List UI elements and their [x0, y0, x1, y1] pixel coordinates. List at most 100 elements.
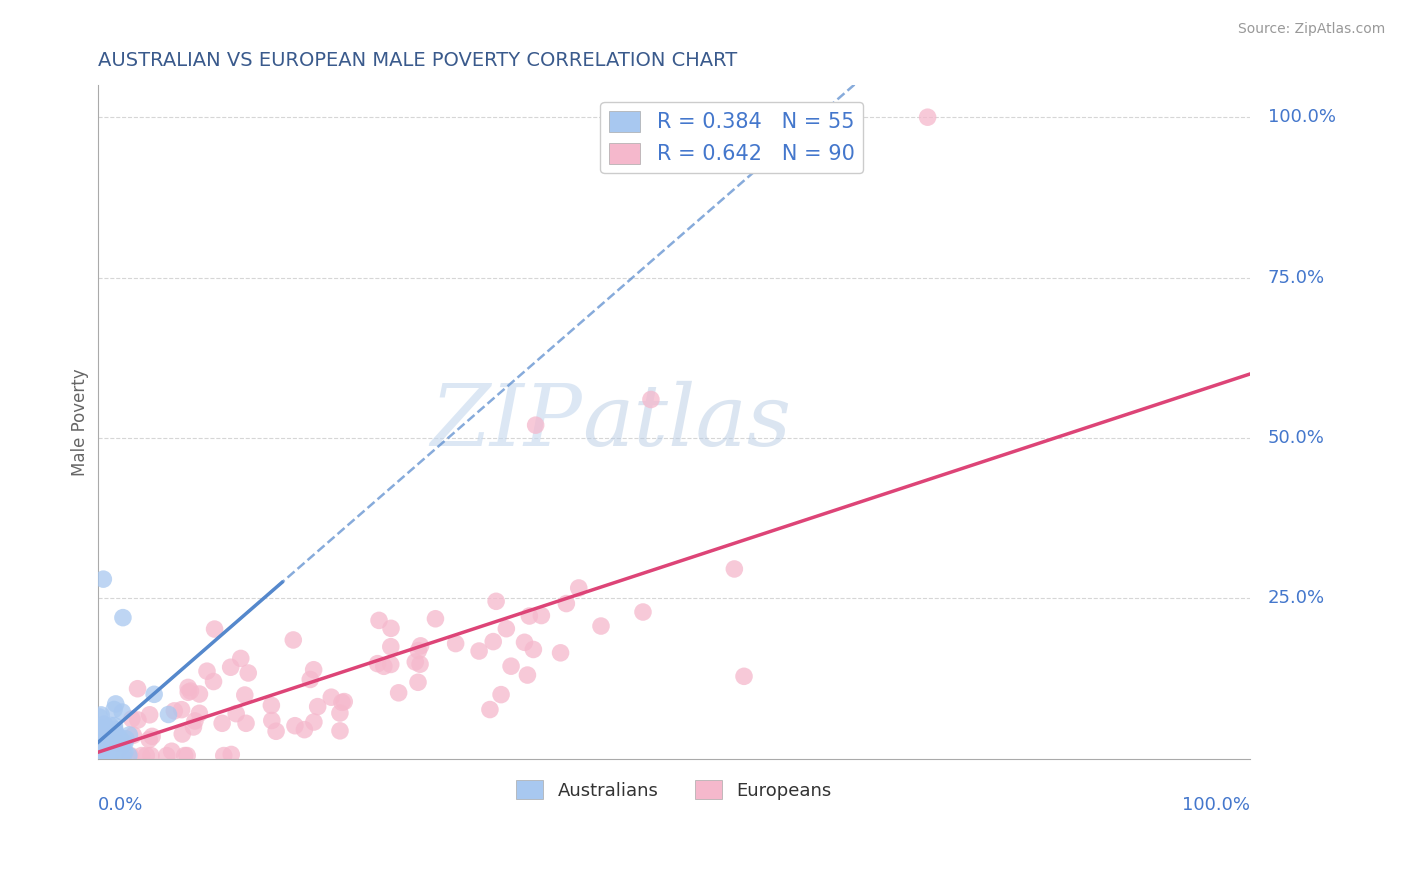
Text: 25.0%: 25.0%	[1268, 590, 1324, 607]
Point	[104, 697, 127, 711]
Point	[723, 562, 745, 576]
Point	[97, 739, 120, 754]
Text: 50.0%: 50.0%	[1268, 429, 1324, 447]
Point	[499, 659, 522, 673]
Point	[409, 657, 432, 672]
Point	[139, 748, 162, 763]
Point	[163, 704, 186, 718]
Point	[135, 748, 157, 763]
Point	[589, 619, 612, 633]
Point	[330, 695, 353, 709]
Point	[513, 635, 536, 649]
Point	[127, 681, 149, 696]
Point	[233, 688, 256, 702]
Point	[302, 663, 325, 677]
Point	[640, 392, 662, 407]
Legend: Australians, Europeans: Australians, Europeans	[509, 773, 839, 807]
Point	[87, 726, 110, 740]
Point	[157, 707, 180, 722]
Point	[516, 668, 538, 682]
Point	[522, 642, 544, 657]
Point	[91, 748, 114, 763]
Point	[211, 716, 233, 731]
Point	[550, 646, 572, 660]
Point	[107, 731, 129, 746]
Point	[299, 673, 322, 687]
Point	[90, 748, 112, 763]
Text: 100.0%: 100.0%	[1182, 796, 1250, 814]
Point	[122, 728, 145, 742]
Point	[114, 745, 136, 759]
Point	[177, 685, 200, 699]
Point	[530, 608, 553, 623]
Point	[283, 632, 305, 647]
Point	[225, 706, 247, 721]
Point	[302, 714, 325, 729]
Point	[321, 690, 343, 705]
Text: Source: ZipAtlas.com: Source: ZipAtlas.com	[1237, 22, 1385, 37]
Point	[93, 734, 115, 748]
Point	[179, 684, 201, 698]
Point	[380, 621, 402, 635]
Point	[568, 581, 591, 595]
Point	[121, 712, 143, 726]
Point	[294, 723, 316, 737]
Point	[131, 748, 153, 763]
Point	[93, 748, 115, 763]
Point	[87, 748, 110, 763]
Point	[141, 730, 163, 744]
Point	[127, 713, 149, 727]
Text: AUSTRALIAN VS EUROPEAN MALE POVERTY CORRELATION CHART: AUSTRALIAN VS EUROPEAN MALE POVERTY CORR…	[97, 51, 737, 70]
Point	[329, 706, 352, 720]
Point	[917, 110, 939, 124]
Point	[118, 728, 141, 742]
Point	[733, 669, 755, 683]
Point	[115, 731, 138, 746]
Point	[91, 748, 114, 763]
Point	[172, 727, 194, 741]
Point	[184, 714, 207, 728]
Point	[110, 739, 132, 754]
Point	[367, 657, 389, 671]
Point	[98, 748, 121, 763]
Point	[97, 748, 120, 763]
Point	[101, 737, 124, 751]
Point	[478, 702, 501, 716]
Point	[87, 721, 110, 735]
Point	[489, 688, 512, 702]
Point	[108, 731, 131, 745]
Point	[204, 622, 226, 636]
Point	[94, 748, 117, 763]
Point	[87, 746, 110, 760]
Point	[120, 748, 142, 763]
Point	[93, 717, 115, 731]
Point	[380, 657, 402, 672]
Point	[212, 748, 235, 763]
Point	[108, 739, 131, 754]
Point	[307, 699, 329, 714]
Point	[138, 707, 160, 722]
Text: 100.0%: 100.0%	[1268, 108, 1336, 126]
Point	[176, 748, 198, 763]
Point	[104, 724, 127, 739]
Point	[195, 664, 218, 678]
Point	[90, 736, 112, 750]
Point	[103, 718, 125, 732]
Point	[112, 748, 135, 763]
Point	[425, 612, 447, 626]
Point	[111, 705, 134, 719]
Point	[94, 743, 117, 757]
Point	[485, 594, 508, 608]
Point	[118, 748, 141, 763]
Point	[482, 634, 505, 648]
Point	[103, 702, 125, 716]
Point	[90, 707, 112, 722]
Point	[111, 610, 134, 624]
Point	[202, 674, 225, 689]
Point	[409, 639, 432, 653]
Point	[104, 723, 127, 737]
Point	[89, 748, 111, 763]
Point	[114, 736, 136, 750]
Point	[90, 739, 112, 754]
Point	[524, 418, 547, 433]
